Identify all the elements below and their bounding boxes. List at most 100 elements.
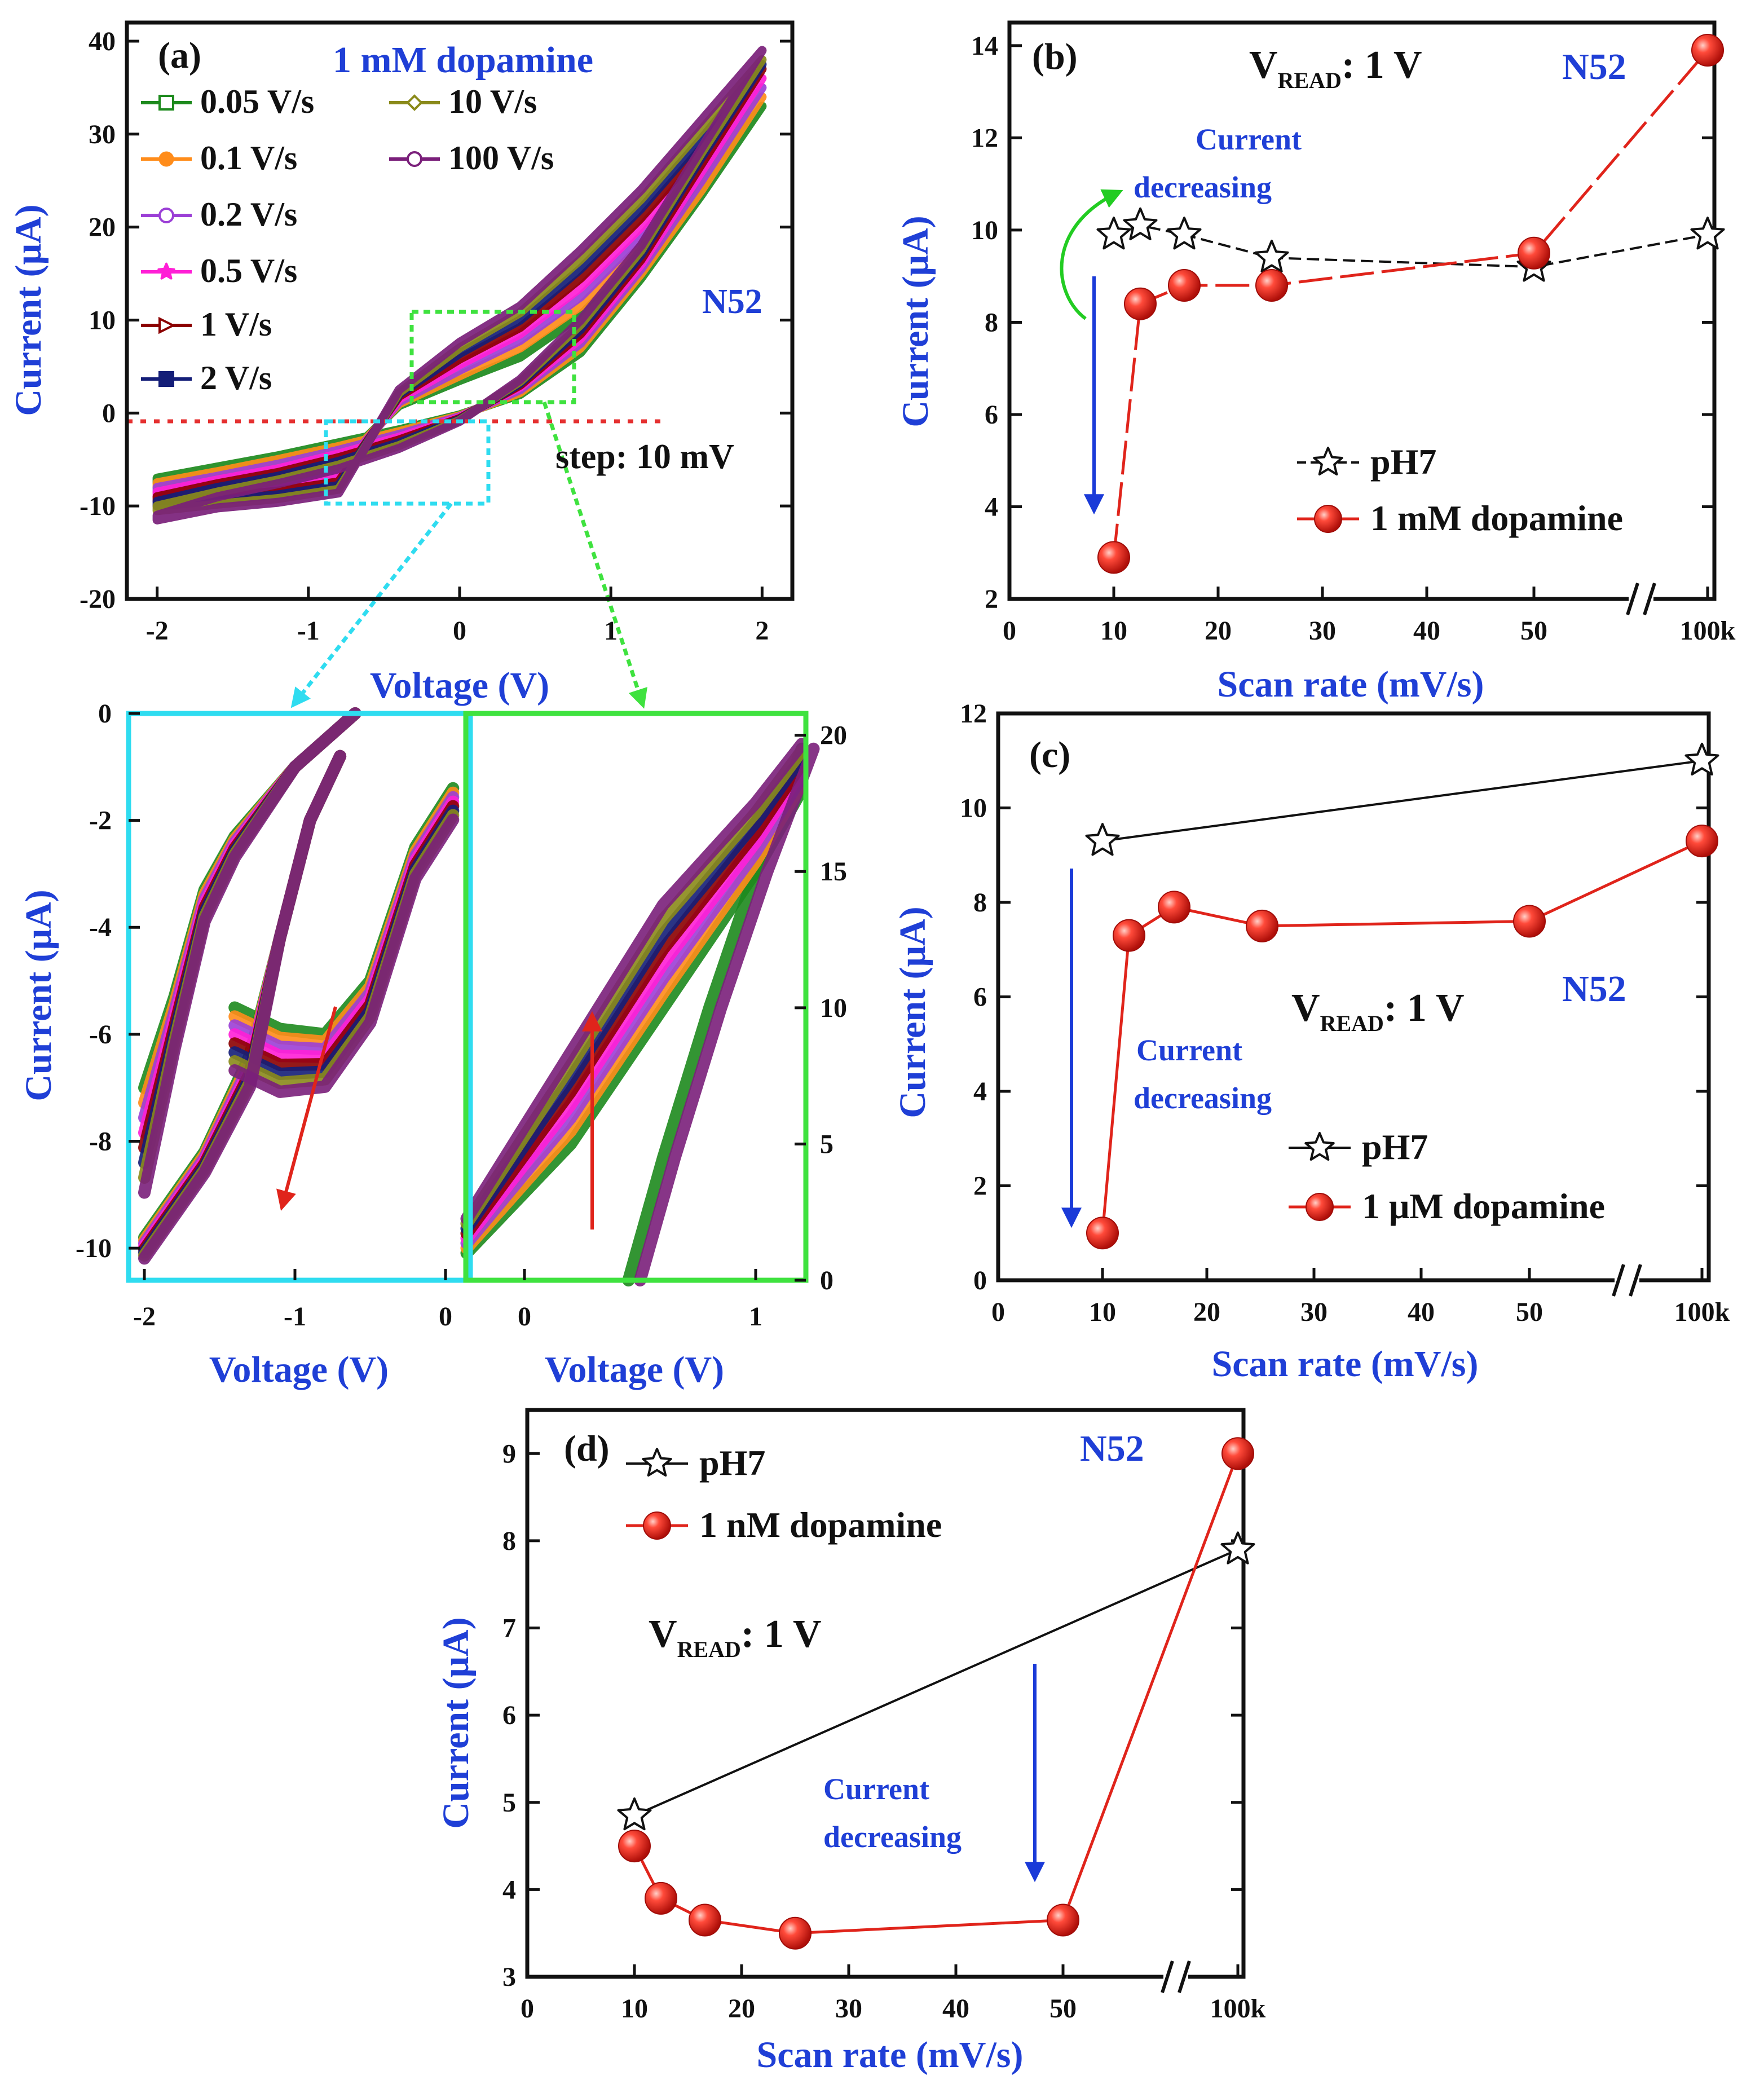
panel-c-ylabel: Current (μA) xyxy=(892,906,933,1118)
x-tick-label: 0 xyxy=(518,1302,531,1332)
panel-a-legend: 0.05 V/s 0.1 V/s 0.2 V/s 0.5 V/s 1 V/s 2 V/s 1… xyxy=(141,83,554,396)
legend-label: 0.05 V/s xyxy=(200,83,314,120)
legend-label: 10 V/s xyxy=(448,83,537,120)
axis-break-mark xyxy=(1626,583,1639,615)
panel-b-legend: pH7 1 mM dopamine xyxy=(1297,442,1623,538)
panel-a-ylabel: Current (μA) xyxy=(8,204,49,416)
zoom-arrow-cyan xyxy=(290,502,453,708)
y-tick-label: 10 xyxy=(960,794,987,823)
y-tick-label: 5 xyxy=(820,1129,834,1159)
legend-marker xyxy=(643,1511,671,1540)
axis-frame xyxy=(525,1408,1246,1979)
series-line xyxy=(228,813,460,1098)
x-tick-label: 0 xyxy=(439,1302,452,1332)
legend-label: 1 mM dopamine xyxy=(1370,498,1623,538)
panel-c-label: (c) xyxy=(1029,734,1070,775)
zoom-arrow-green xyxy=(542,401,647,709)
y-tick-label: 0 xyxy=(102,398,116,428)
pH7-point xyxy=(1085,823,1120,856)
dopamine-series-line xyxy=(1112,49,1709,558)
zoom-left-ylabel: Current (μA) xyxy=(18,889,59,1101)
x-tick-label: 30 xyxy=(1309,616,1336,646)
legend-label: 1 nM dopamine xyxy=(699,1505,942,1545)
legend-label: 100 V/s xyxy=(448,139,554,177)
panel-c-vread: VREAD: 1 V xyxy=(1291,986,1465,1036)
panel-b-xlabel: Scan rate (mV/s) xyxy=(1218,664,1484,705)
panel-a-xlabel: Voltage (V) xyxy=(370,665,549,706)
pH7-series-line xyxy=(634,1548,1238,1817)
y-tick-label: 6 xyxy=(502,1700,516,1730)
x-tick-label: 40 xyxy=(942,1994,969,2024)
x-tick-label: 20 xyxy=(728,1994,755,2024)
axis-break-mark xyxy=(1629,1264,1642,1297)
legend-marker xyxy=(642,1448,672,1477)
pH7-series-line xyxy=(1113,224,1708,268)
x-tick-label: -1 xyxy=(284,1302,306,1332)
panel-d: 3 4 5 6 7 8 9 0 10 20 30 40 50 100k (d) VREAD: 1 V N5… xyxy=(435,1408,1266,2075)
axis-break-mark xyxy=(1643,583,1656,615)
pH7-point xyxy=(1684,742,1719,775)
x-tick-label: 100k xyxy=(1210,1994,1266,2024)
y-tick-label: 6 xyxy=(985,400,998,430)
x-tick-label: 100k xyxy=(1680,616,1736,646)
panel-d-series xyxy=(617,1437,1255,1950)
x-tick-label: 0 xyxy=(1003,616,1016,646)
panel-d-xlabel: Scan rate (mV/s) xyxy=(757,2034,1024,2075)
series-line xyxy=(460,738,808,1225)
dopamine-point xyxy=(1113,919,1145,952)
series-line xyxy=(152,46,767,525)
x-tick-label: 50 xyxy=(1516,1297,1543,1327)
panel-d-label: (d) xyxy=(564,1428,610,1469)
legend-label: 0.1 V/s xyxy=(200,139,297,177)
y-tick-label: 12 xyxy=(960,699,987,729)
legend-marker xyxy=(1306,1193,1334,1221)
zoom-left-red-arrow xyxy=(276,1006,337,1211)
x-tick-label: 0 xyxy=(453,616,466,646)
legend-marker xyxy=(158,208,174,223)
panel-b-axes: 2 4 6 8 10 12 14 0 10 20 30 40 50 100k xyxy=(971,20,1736,646)
y-tick-label: 8 xyxy=(502,1526,516,1556)
y-tick-label: 4 xyxy=(502,1875,516,1905)
legend-label: 1 V/s xyxy=(200,306,272,343)
x-tick-label: 2 xyxy=(755,616,769,646)
x-tick-label: 30 xyxy=(1300,1297,1328,1327)
x-tick-label: 1 xyxy=(749,1302,762,1332)
panel-b-annotation-line2: decreasing xyxy=(1134,170,1272,204)
y-tick-label: -20 xyxy=(80,584,116,614)
dopamine-point xyxy=(1221,1437,1254,1470)
panel-a-label: (a) xyxy=(158,35,201,76)
x-tick-label: 30 xyxy=(835,1994,862,2024)
x-tick-label: -2 xyxy=(146,616,169,646)
y-tick-label: 6 xyxy=(973,982,987,1012)
panel-d-sample: N52 xyxy=(1080,1428,1144,1469)
panel-a-sample: N52 xyxy=(702,283,762,321)
y-tick-label: 20 xyxy=(89,213,116,243)
legend-label: 1 μM dopamine xyxy=(1362,1186,1605,1226)
y-tick-label: 2 xyxy=(985,584,998,614)
x-tick-label: 0 xyxy=(991,1297,1005,1327)
y-tick-label: 7 xyxy=(502,1614,516,1643)
panel-c-legend: pH7 1 μM dopamine xyxy=(1289,1127,1605,1226)
pH7-point xyxy=(1220,1531,1255,1565)
panel-d-ylabel: Current (μA) xyxy=(435,1617,477,1828)
panel-c-axes: 0 2 4 6 8 10 12 0 10 20 30 40 50 100k xyxy=(960,699,1730,1327)
x-tick-label: 40 xyxy=(1413,616,1440,646)
y-tick-label: 30 xyxy=(89,120,116,149)
panel-b-vread: VREAD: 1 V xyxy=(1249,43,1422,93)
legend-label: pH7 xyxy=(1370,442,1436,482)
panel-b-series xyxy=(1096,34,1725,574)
x-tick-label: 40 xyxy=(1408,1297,1435,1327)
y-tick-label: 5 xyxy=(502,1788,516,1818)
pH7-series-line xyxy=(1102,759,1703,843)
legend-label: 0.2 V/s xyxy=(200,196,297,233)
panel-d-annotation-line1: Current xyxy=(823,1772,929,1806)
zoom-right-frame xyxy=(463,711,809,1283)
x-tick-label: 20 xyxy=(1193,1297,1220,1327)
dopamine-point xyxy=(779,1916,812,1950)
x-tick-label: 20 xyxy=(1205,616,1232,646)
x-tick-label: 10 xyxy=(1089,1297,1116,1327)
y-tick-label: -2 xyxy=(89,806,112,836)
